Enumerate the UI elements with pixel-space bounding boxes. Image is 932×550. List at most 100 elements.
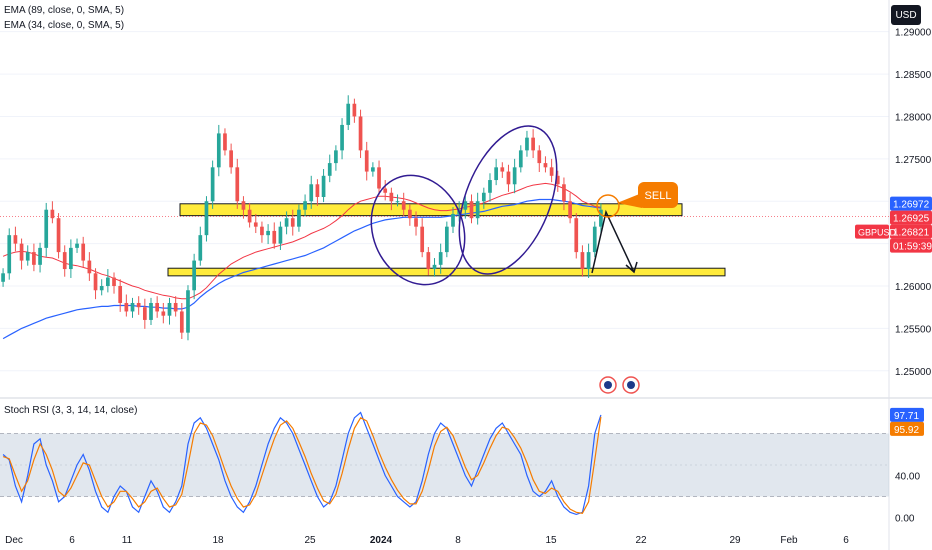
candle-body <box>481 192 486 202</box>
candle-body <box>56 218 61 253</box>
candle-body <box>149 302 153 320</box>
price-tick-label: 1.25500 <box>895 324 932 335</box>
sell-callout[interactable] <box>638 182 678 208</box>
candle-body <box>297 209 301 227</box>
candle-body <box>229 150 233 168</box>
projection-path[interactable] <box>591 209 635 274</box>
time-axis[interactable]: Dec 6 11 18 25 2024 8 15 22 29 Feb 6 <box>5 535 849 546</box>
candle-body <box>142 307 147 320</box>
candle-body <box>87 260 92 274</box>
candle-body <box>377 167 381 189</box>
candle-body <box>118 286 123 303</box>
oscillator-band <box>0 433 889 497</box>
candle-body <box>204 201 209 236</box>
price-tag-label: 1.26821 <box>893 228 930 239</box>
price-tick-label: 1.28500 <box>895 70 932 81</box>
candle-body <box>574 218 579 253</box>
price-grid <box>0 31 889 372</box>
candle-body <box>62 252 67 270</box>
candle-body <box>112 277 116 287</box>
price-zone[interactable] <box>179 203 683 217</box>
time-tick-label: 18 <box>212 535 224 546</box>
highlight-circle[interactable] <box>596 194 620 218</box>
candle-body <box>253 222 258 227</box>
candle-body <box>290 218 295 227</box>
candle-body <box>432 264 437 270</box>
candle-body <box>383 188 388 193</box>
candle-body <box>69 247 73 270</box>
candle-body <box>568 201 572 219</box>
ellipse-drawing[interactable] <box>355 161 480 299</box>
candle-body <box>340 124 344 151</box>
candle-body <box>235 167 240 202</box>
price-tag <box>890 210 932 225</box>
price-tag <box>890 196 932 211</box>
candle-body <box>124 302 129 312</box>
candle-body <box>395 201 400 203</box>
candle-body <box>25 252 30 261</box>
time-tick-label: 8 <box>455 535 461 546</box>
candle-body <box>93 273 98 291</box>
time-tick-label: 11 <box>122 535 133 546</box>
candle-body <box>309 184 314 202</box>
candle-body <box>210 167 215 202</box>
candle-body <box>167 302 172 316</box>
support-resistance-zones[interactable] <box>167 203 726 277</box>
candle-body <box>334 150 338 164</box>
candle-body <box>1 273 5 282</box>
candle-body <box>50 209 55 219</box>
candle-body <box>216 133 221 168</box>
ema89-legend[interactable]: EMA (89, close, 0, SMA, 5) <box>4 5 125 16</box>
candle-body <box>223 133 227 151</box>
candle-body <box>44 209 49 248</box>
ema34-legend[interactable]: EMA (34, close, 0, SMA, 5) <box>4 20 125 31</box>
time-tick-label: Feb <box>780 535 798 546</box>
candle-body <box>592 226 597 253</box>
flag-dot <box>627 381 635 389</box>
price-axis[interactable]: 1.290001.285001.280001.275001.270001.265… <box>855 28 932 378</box>
candle-body <box>179 311 184 333</box>
candle-body <box>494 167 498 181</box>
oscillator-axis[interactable]: 40.00 0.00 97.71 95.92 <box>890 407 924 525</box>
price-tick-label: 1.26000 <box>895 282 932 293</box>
ellipse-drawing[interactable] <box>440 112 576 288</box>
candle-body <box>198 235 203 261</box>
candle-body <box>599 209 603 227</box>
price-tick-label: 1.25000 <box>895 367 932 378</box>
osc-value-label: 95.92 <box>894 425 919 436</box>
stoch-legend[interactable]: Stoch RSI (3, 3, 14, 14, close) <box>4 405 138 416</box>
candle-body <box>543 163 548 168</box>
price-tick-label: 1.27500 <box>895 155 932 166</box>
drawings[interactable]: SELL <box>355 112 678 394</box>
time-tick-label: 25 <box>304 535 316 546</box>
flag-dot <box>604 381 612 389</box>
candle-body <box>500 167 505 172</box>
osc-value-tag <box>890 421 924 436</box>
countdown-label: 01:59:39 <box>893 242 932 253</box>
candle-body <box>414 218 418 227</box>
candle-body <box>161 311 166 316</box>
callout-pointer <box>617 193 642 208</box>
candle-body <box>371 167 375 172</box>
currency-button[interactable]: USD <box>891 5 921 25</box>
price-zone[interactable] <box>167 267 726 277</box>
candle-body <box>512 167 517 185</box>
candle-body <box>272 230 277 244</box>
candle-body <box>13 235 18 244</box>
candle-body <box>549 167 554 176</box>
osc-value-label: 97.71 <box>894 411 919 422</box>
candle-body <box>241 201 246 210</box>
ema89-line <box>2 198 601 340</box>
candle-body <box>192 260 196 291</box>
ema34-line <box>2 182 601 300</box>
candle-body <box>438 252 443 265</box>
candle-body <box>32 252 36 265</box>
candle-body <box>420 226 425 253</box>
symbol-tag[interactable] <box>855 224 889 239</box>
candles <box>1 95 603 341</box>
time-tick-label: 22 <box>635 535 647 546</box>
countdown-tag <box>890 238 932 253</box>
candle-body <box>173 302 178 312</box>
candle-body <box>315 184 320 197</box>
